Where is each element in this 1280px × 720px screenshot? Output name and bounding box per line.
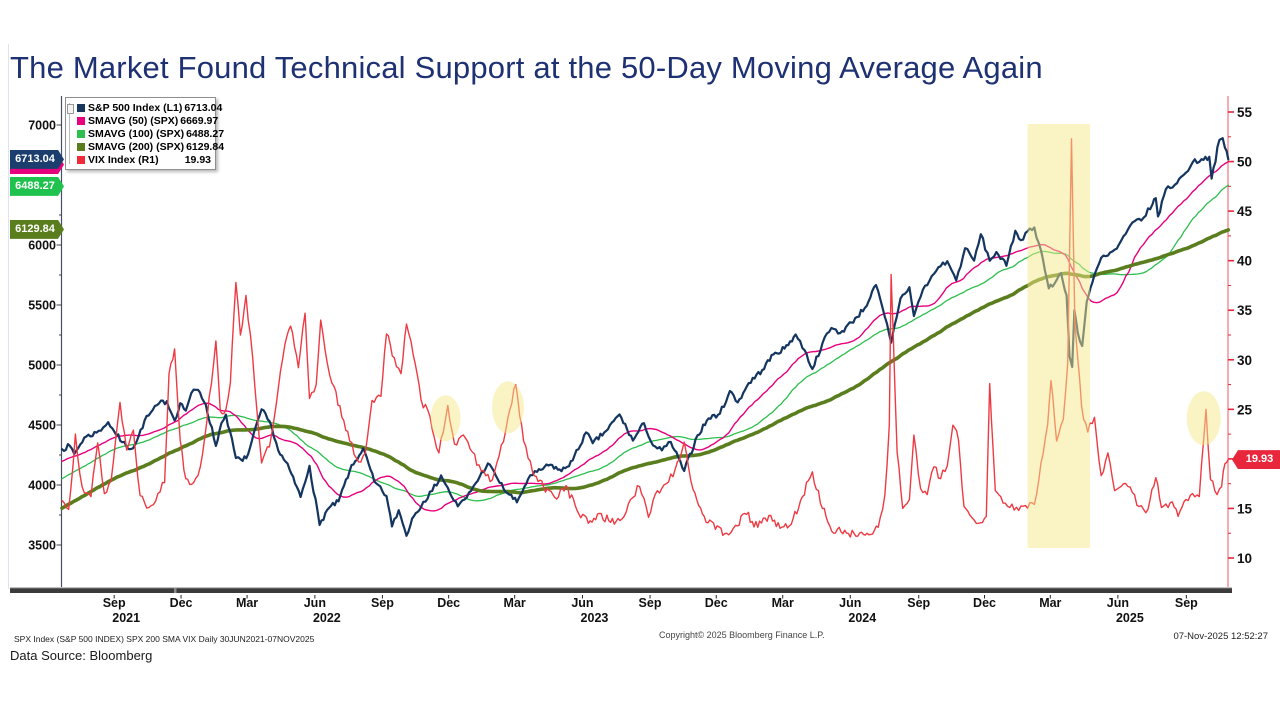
legend-swatch-icon — [77, 116, 85, 125]
legend-item[interactable]: SMAVG (50) (SPX) 6669.97 — [77, 114, 218, 127]
legend-item[interactable]: S&P 500 Index (L1) 6713.04 — [77, 101, 222, 114]
panel-edge — [8, 44, 9, 589]
x-tick-label: Dec — [705, 596, 728, 610]
right-axis-label: 25 — [1237, 402, 1253, 417]
left-axis-label: 5000 — [28, 359, 56, 373]
timestamp-text: 07-Nov-2025 12:52:27 — [1173, 631, 1268, 642]
x-tick-label: Sep — [371, 596, 394, 610]
legend-item[interactable]: VIX Index (R1) 19.93 — [77, 153, 211, 166]
slider-handle[interactable] — [174, 587, 177, 594]
left-axis-label: 6000 — [28, 239, 56, 253]
x-year-label: 2025 — [1116, 611, 1144, 625]
page-title: The Market Found Technical Support at th… — [10, 50, 1043, 85]
left-axis-label: 5500 — [28, 299, 56, 313]
chart-meta-text: SPX Index (S&P 500 INDEX) SPX 200 SMA VI… — [14, 634, 315, 644]
right-axis-label: 40 — [1237, 254, 1252, 269]
x-tick-label: Mar — [236, 596, 258, 610]
data-source-text: Data Source: Bloomberg — [10, 648, 153, 663]
legend-swatch-icon — [77, 103, 85, 112]
right-axis-label: 15 — [1237, 501, 1253, 516]
price-tag-left: 6488.27 — [10, 176, 64, 196]
legend-item-value: 6488.27 — [186, 127, 225, 140]
highlight-band — [1027, 124, 1091, 548]
price-tag-left: 6713.04 — [10, 149, 64, 169]
legend-item[interactable]: SMAVG (200) (SPX) 6129.84 — [77, 140, 224, 153]
legend-swatch-icon — [77, 142, 85, 151]
copyright-text: Copyright© 2025 Bloomberg Finance L.P. — [659, 630, 825, 640]
legend[interactable]: S&P 500 Index (L1) 6713.04 SMAVG (50) (SPX… — [65, 97, 224, 170]
legend-item-label: SMAVG (50) (SPX) — [88, 114, 179, 127]
x-tick-label: Sep — [639, 596, 662, 610]
x-tick-label: Mar — [1039, 596, 1061, 610]
x-year-label: 2021 — [112, 611, 140, 625]
highlight-circle — [492, 381, 524, 434]
right-axis-label: 35 — [1237, 303, 1253, 318]
legend-item-value: 6713.04 — [184, 101, 223, 114]
right-axis-label: 30 — [1237, 353, 1252, 368]
x-year-label: 2024 — [848, 611, 876, 625]
price-tag-right: 19.93 — [1232, 450, 1280, 470]
legend-item[interactable]: SMAVG (100) (SPX) 6488.27 — [77, 127, 224, 140]
x-tick-label: Mar — [772, 596, 794, 610]
legend-item-value: 6129.84 — [186, 140, 225, 153]
right-axis-label: 55 — [1237, 105, 1253, 120]
legend-items: S&P 500 Index (L1) 6713.04 SMAVG (50) (SPX… — [77, 101, 224, 166]
legend-swatch-icon — [77, 129, 85, 138]
highlights — [430, 124, 1221, 548]
right-axis-label: 50 — [1237, 155, 1252, 170]
x-tick-label: Jun — [571, 596, 593, 610]
right-axis-label: 45 — [1237, 204, 1253, 219]
x-tick-label: Jun — [1107, 596, 1129, 610]
legend-item-value: 6669.97 — [180, 114, 219, 127]
legend-item-label: VIX Index (R1) — [88, 153, 159, 166]
legend-scrollbar[interactable] — [67, 103, 74, 164]
x-tick-label: Dec — [437, 596, 460, 610]
legend-scroll-handle[interactable] — [67, 104, 74, 114]
axes: 7000 6000 5500 5000 4500 4000 3500 55 50 45 40 35 30… — [28, 96, 1253, 587]
price-tag-left: 6129.84 — [10, 219, 64, 239]
x-tick-label: Sep — [907, 596, 930, 610]
highlight-circle — [1186, 391, 1221, 446]
legend-item-label: S&P 500 Index (L1) — [88, 101, 183, 114]
x-tick-label: Dec — [973, 596, 996, 610]
x-tick-label: Sep — [103, 596, 126, 610]
x-tick-label: Jun — [839, 596, 861, 610]
x-tick-label: Mar — [504, 596, 526, 610]
legend-item-value: 19.93 — [184, 153, 211, 166]
x-year-label: 2023 — [581, 611, 609, 625]
left-axis-label: 4000 — [28, 479, 56, 493]
x-year-label: 2022 — [313, 611, 341, 625]
legend-swatch-icon — [77, 155, 85, 164]
x-tick-label: Sep — [1175, 596, 1198, 610]
x-tick-label: Jun — [304, 596, 326, 610]
left-axis-label: 3500 — [28, 539, 56, 553]
series-spx — [60, 137, 1230, 537]
x-tick-label: Dec — [170, 596, 193, 610]
legend-item-label: SMAVG (100) (SPX) — [88, 127, 185, 140]
right-axis-label: 10 — [1237, 551, 1252, 566]
range-slider[interactable] — [10, 587, 1232, 594]
left-axis-label: 7000 — [28, 119, 56, 133]
highlight-circle — [430, 395, 461, 442]
legend-item-label: SMAVG (200) (SPX) — [88, 140, 185, 153]
left-axis-label: 4500 — [28, 419, 56, 433]
